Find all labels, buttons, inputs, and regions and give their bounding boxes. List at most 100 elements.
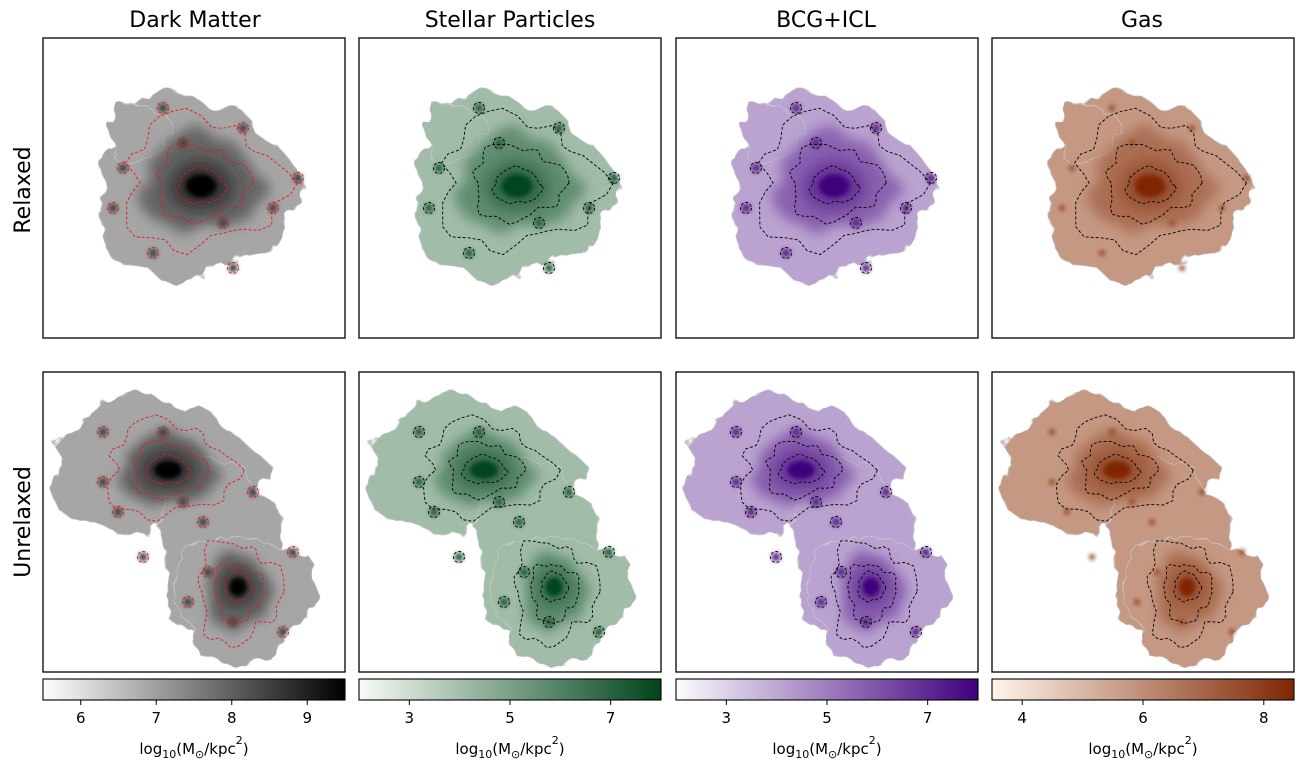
panel-frame	[358, 371, 662, 673]
subhalo	[414, 477, 424, 487]
contour-subhalo	[117, 162, 129, 174]
contour-subhalo	[880, 486, 892, 498]
contour-subhalo	[473, 426, 485, 438]
subhalo	[544, 263, 554, 273]
subhalo	[454, 552, 464, 562]
subhalo	[1069, 165, 1075, 171]
subhalo	[771, 552, 781, 562]
contour-subhalo	[137, 551, 149, 563]
contour-inner	[175, 165, 228, 205]
contour-outer	[1146, 540, 1234, 649]
subhalo	[861, 617, 871, 627]
subhalo	[1244, 175, 1250, 181]
contour-outer	[197, 540, 285, 649]
panel-gas-unrelaxed	[991, 371, 1295, 673]
density-core	[818, 174, 850, 198]
contour-subhalo	[740, 202, 752, 214]
density-envelope	[424, 103, 487, 166]
contour-subhalo	[850, 217, 862, 229]
contour-subhalo	[453, 551, 465, 563]
subhalo	[429, 507, 439, 517]
contour-outer	[125, 107, 298, 256]
density-envelope	[1057, 103, 1120, 166]
subhalo	[228, 263, 238, 273]
density-core	[1134, 174, 1166, 198]
contour-inner	[540, 570, 570, 603]
contour-subhalo	[920, 546, 932, 558]
colorbar-tick-label: 6	[76, 709, 86, 727]
subhalo	[238, 123, 248, 133]
contour-subhalo	[910, 626, 922, 638]
subhalo	[268, 203, 278, 213]
subhalo	[278, 627, 288, 637]
subhalo	[836, 567, 846, 577]
colorbar-gas: 4 6 8 log10(M⊙/kpc2)	[991, 678, 1295, 761]
subhalo	[514, 517, 524, 527]
panel-frame	[42, 37, 346, 339]
density-core	[1103, 461, 1131, 479]
contour-subhalo	[603, 546, 615, 558]
subhalo	[926, 173, 936, 183]
contour-subhalo	[287, 546, 299, 558]
contour-subhalo	[177, 496, 189, 508]
contour-outer	[106, 414, 246, 522]
column-title-dark-matter: Dark Matter	[129, 8, 261, 33]
subhalo	[584, 203, 594, 213]
contour-outer	[441, 107, 614, 256]
contour-subhalo	[925, 172, 937, 184]
subhalo	[831, 517, 841, 527]
contour-subhalo	[463, 247, 475, 259]
contour-subhalo	[608, 172, 620, 184]
column-titles: Dark Matter Stellar Particles BCG+ICL Ga…	[129, 8, 1163, 33]
contour-lines	[740, 102, 937, 274]
contour-outer	[513, 540, 601, 649]
subhalo	[248, 487, 258, 497]
subhalo	[1049, 429, 1055, 435]
colorbar-gradient	[358, 678, 662, 701]
contour-lines	[423, 102, 620, 274]
subhalo	[604, 547, 614, 557]
subhalo	[1089, 554, 1095, 560]
contour-subhalo	[870, 122, 882, 134]
contour-subhalo	[267, 202, 279, 214]
contour-subhalo	[292, 172, 304, 184]
density-core	[1178, 577, 1196, 597]
colorbar-label: log10(M⊙/kpc2)	[455, 734, 564, 761]
panel-frame	[358, 37, 662, 339]
colorbar-tick-label: 5	[822, 709, 832, 727]
subhalo	[781, 248, 791, 258]
subhalo	[113, 507, 123, 517]
colorbar-gradient	[42, 678, 346, 701]
contour-subhalo	[780, 247, 792, 259]
contour-subhalo	[730, 426, 742, 438]
contour-subhalo	[157, 426, 169, 438]
subhalo	[98, 477, 108, 487]
contour-subhalo	[790, 426, 802, 438]
contour-subhalo	[413, 476, 425, 488]
colorbar-tick-label: 7	[923, 709, 933, 727]
contour-inner	[777, 453, 826, 485]
subhalo	[811, 497, 821, 507]
contour-subhalo	[593, 626, 605, 638]
density-core	[787, 461, 815, 479]
colorbar-tick-label: 6	[1138, 709, 1148, 727]
contour-subhalo	[277, 626, 289, 638]
contour-subhalo	[533, 217, 545, 229]
contour-subhalo	[750, 162, 762, 174]
contour-inner	[1173, 570, 1203, 603]
subhalo	[1099, 250, 1105, 256]
colorbar-tick-label: 5	[505, 709, 515, 727]
contour-subhalo	[473, 102, 485, 114]
subhalo	[293, 173, 303, 183]
colorbar-tick-label: 9	[302, 709, 312, 727]
contour-inner	[460, 453, 509, 485]
colorbar-label: log10(M⊙/kpc2)	[772, 734, 881, 761]
subhalo	[731, 477, 741, 487]
contour-subhalo	[433, 162, 445, 174]
colorbar-gradient	[991, 678, 1295, 701]
subhalo	[494, 497, 504, 507]
colorbar-bcg-icl: 3 5 7 log10(M⊙/kpc2)	[675, 678, 979, 761]
subhalo	[158, 427, 168, 437]
subhalo	[1169, 220, 1175, 226]
